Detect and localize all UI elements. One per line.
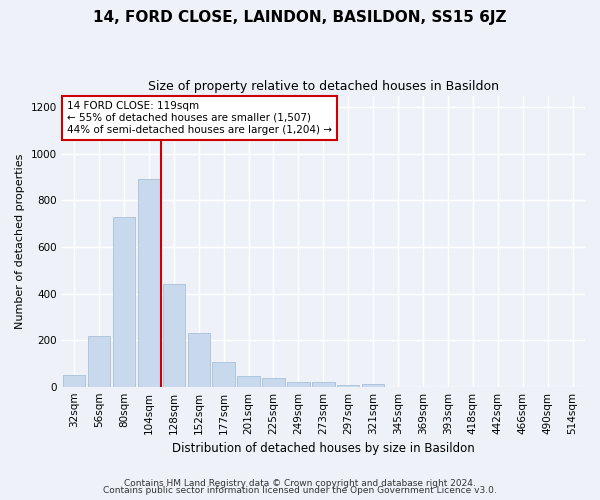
- Bar: [137, 180, 160, 386]
- Bar: [337, 385, 359, 386]
- Y-axis label: Number of detached properties: Number of detached properties: [15, 154, 25, 329]
- Bar: [88, 336, 110, 386]
- X-axis label: Distribution of detached houses by size in Basildon: Distribution of detached houses by size …: [172, 442, 475, 455]
- Text: 14, FORD CLOSE, LAINDON, BASILDON, SS15 6JZ: 14, FORD CLOSE, LAINDON, BASILDON, SS15 …: [93, 10, 507, 25]
- Bar: [312, 382, 335, 386]
- Bar: [63, 375, 85, 386]
- Bar: [188, 332, 210, 386]
- Bar: [262, 378, 285, 386]
- Bar: [238, 376, 260, 386]
- Text: Contains public sector information licensed under the Open Government Licence v3: Contains public sector information licen…: [103, 486, 497, 495]
- Text: 14 FORD CLOSE: 119sqm
← 55% of detached houses are smaller (1,507)
44% of semi-d: 14 FORD CLOSE: 119sqm ← 55% of detached …: [67, 102, 332, 134]
- Text: Contains HM Land Registry data © Crown copyright and database right 2024.: Contains HM Land Registry data © Crown c…: [124, 478, 476, 488]
- Bar: [287, 382, 310, 386]
- Bar: [362, 384, 385, 386]
- Bar: [113, 216, 135, 386]
- Bar: [163, 284, 185, 386]
- Title: Size of property relative to detached houses in Basildon: Size of property relative to detached ho…: [148, 80, 499, 93]
- Bar: [212, 362, 235, 386]
